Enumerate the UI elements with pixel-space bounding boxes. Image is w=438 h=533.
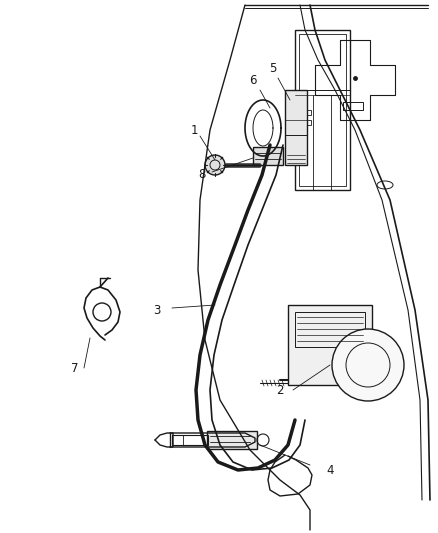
Bar (285, 90, 307, 165)
Text: 8: 8 (198, 168, 206, 182)
Bar (288, 305, 372, 385)
Text: 6: 6 (249, 74, 257, 86)
Circle shape (332, 329, 404, 401)
Bar (253, 147, 283, 165)
Bar (295, 30, 350, 190)
Text: 2: 2 (276, 384, 284, 397)
Text: 3: 3 (153, 303, 161, 317)
Text: 7: 7 (71, 361, 79, 375)
Bar (299, 34, 346, 186)
Text: 1: 1 (190, 124, 198, 136)
Bar (207, 431, 257, 449)
Text: 5: 5 (269, 61, 277, 75)
Bar (295, 312, 365, 347)
Bar (301, 110, 311, 115)
Circle shape (205, 155, 225, 175)
Bar (343, 102, 363, 110)
Bar (172, 435, 208, 445)
Bar (301, 120, 311, 125)
Text: 4: 4 (326, 464, 334, 477)
